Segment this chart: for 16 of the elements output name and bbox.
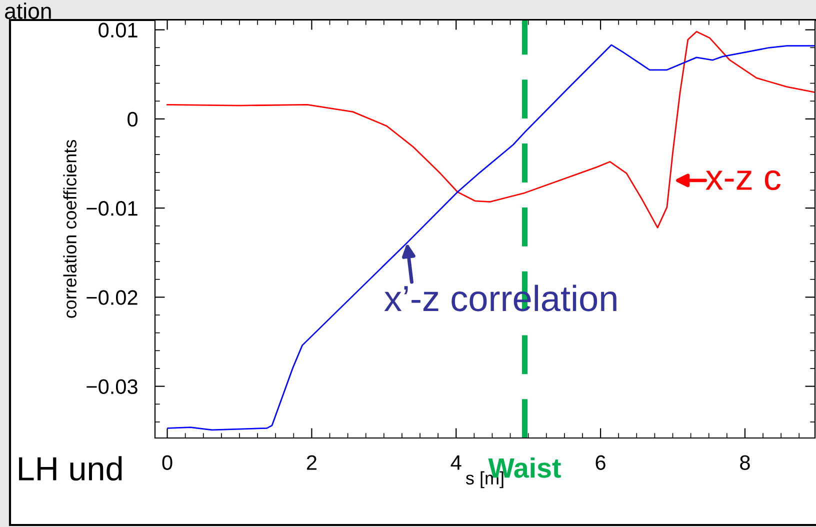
line-series xyxy=(166,30,815,228)
y-tick-label: −0.02 xyxy=(86,290,138,305)
x-tick-label: 8 xyxy=(740,455,750,470)
y-tick-label: 0 xyxy=(128,112,138,127)
line-series xyxy=(167,44,815,431)
y-tick-label: −0.03 xyxy=(86,379,138,394)
text: ation xyxy=(5,2,51,19)
text: LH und xyxy=(19,456,122,481)
x-tick-label: 2 xyxy=(306,455,316,470)
x-tick-label: 4 xyxy=(450,455,462,470)
x-tick-label: 0 xyxy=(162,455,172,470)
annotation: x-z c xyxy=(706,170,781,190)
y-axis-title: correlation coefficients xyxy=(63,140,76,318)
y-tick-label: −0.01 xyxy=(86,201,138,216)
y-tick-label: 0.01 xyxy=(98,22,138,38)
x-tick-label: 6 xyxy=(596,455,606,470)
